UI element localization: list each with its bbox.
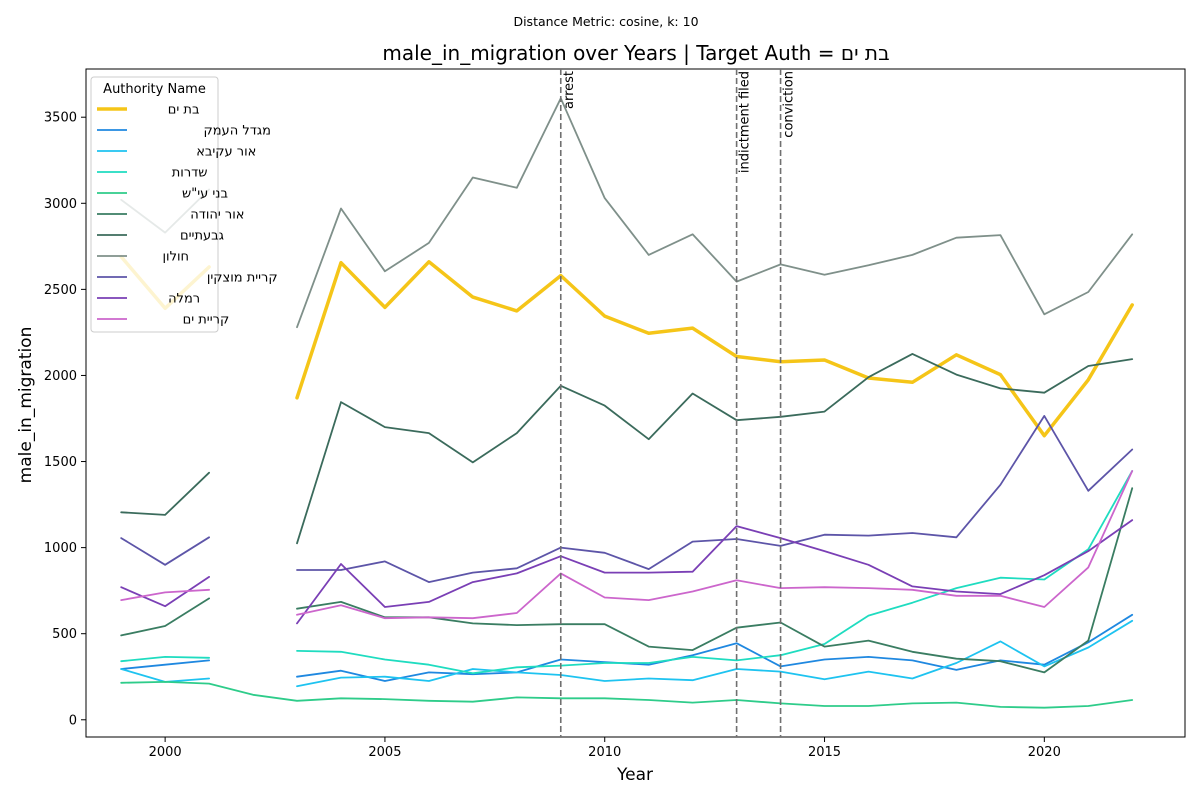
chart-title: male_in_migration over Years | Target Au… [382,41,889,65]
y-tick-label: 500 [52,627,77,642]
chart-suptitle: Distance Metric: cosine, k: 10 [513,14,698,29]
plot-area: 2000 2005 2010 2015 2020 0 500 1000 1500 2000 2500… [44,68,1186,760]
legend-label: גבעתיים [180,229,224,244]
y-tick-label: 3500 [44,111,77,126]
axes-frame [85,68,1186,738]
legend-label: חולון [163,250,190,265]
y-tick-label: 0 [69,713,77,728]
series-line [120,97,1134,329]
x-tick-label: 2020 [1028,745,1061,760]
x-tick-label: 2015 [808,745,841,760]
event-label: conviction [782,71,797,138]
legend-label: שדרות [172,166,208,181]
series-line [120,619,1134,688]
legend-label: קריית מוצקין [207,271,278,286]
series-line [120,487,1134,674]
series-line [120,415,1134,583]
legend-label: רמלה [168,292,200,307]
y-axis-label: male_in_migration [16,327,36,484]
series-line [120,470,1134,620]
x-axis-label: Year [616,765,653,785]
x-tick-label: 2010 [588,745,621,760]
legend-label: אור יהודה [190,208,244,223]
legend: Authority Name בת ים מגדל העמק אור עקיבא שד… [90,76,278,333]
y-tick-label: 1500 [44,455,77,470]
series-line [120,681,1134,709]
legend-box [90,76,219,333]
y-tick-label: 2500 [44,283,77,298]
event-label: indictment filed [738,71,753,173]
legend-title: Authority Name [103,82,206,97]
x-tick-label: 2005 [368,745,401,760]
y-tick-label: 1000 [44,541,77,556]
series-line [120,470,1134,675]
series-line [120,353,1134,545]
y-tick-label: 3000 [44,197,77,212]
event-label: arrest [562,71,577,109]
legend-label: אור עקיבא [196,145,256,160]
series-line [120,613,1134,682]
series-line [120,519,1134,625]
x-tick-label: 2000 [149,745,182,760]
legend-label: קריית ים [183,313,230,328]
legend-label: בני עי"ש [182,187,228,202]
y-tick-label: 2000 [44,369,77,384]
legend-label: מגדל העמק [204,124,272,139]
legend-label: בת ים [168,103,200,118]
